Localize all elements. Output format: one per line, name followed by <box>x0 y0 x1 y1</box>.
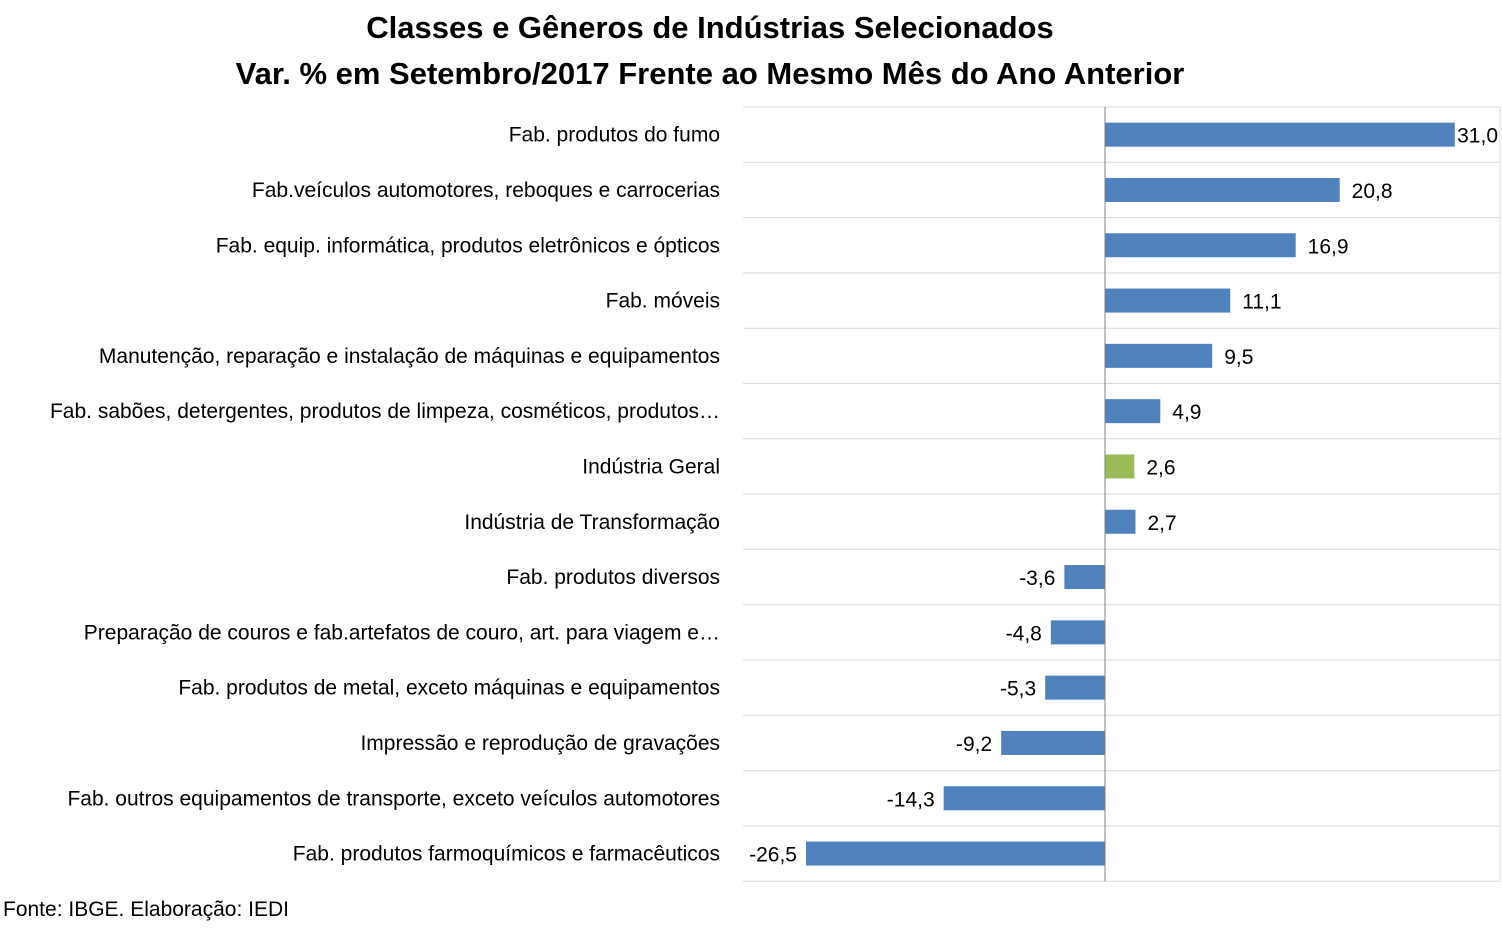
category-label: Fab. produtos do fumo <box>509 124 720 147</box>
source-note: Fonte: IBGE. Elaboração: IEDI <box>3 898 289 921</box>
bar <box>1105 454 1135 479</box>
category-labels: Fab. produtos do fumo Fab.veículos automo… <box>50 124 720 866</box>
bar <box>1064 565 1105 590</box>
value-label: -9,2 <box>956 733 992 756</box>
bar <box>1105 288 1231 313</box>
value-label: 2,7 <box>1147 512 1176 535</box>
chart-gridlines <box>743 106 1501 882</box>
value-label: 16,9 <box>1308 235 1349 258</box>
value-labels: 31,0 20,8 16,9 11,1 9,5 4,9 2,6 2,7 -3,6 -4,8 -5,3… <box>749 125 1498 867</box>
value-label: -3,6 <box>1019 567 1055 590</box>
bar <box>1105 177 1340 202</box>
bar <box>1001 730 1105 755</box>
category-label: Fab.veículos automotores, reboques e car… <box>252 179 720 202</box>
category-label: Fab. produtos farmoquímicos e farmacêuti… <box>293 843 720 866</box>
bar <box>1105 233 1296 258</box>
bar <box>1105 343 1213 368</box>
bar <box>1050 620 1105 645</box>
category-label: Fab. móveis <box>606 290 720 313</box>
value-label: 11,1 <box>1242 291 1281 314</box>
category-label: Fab. produtos de metal, exceto máquinas … <box>178 677 720 700</box>
category-label: Fab. outros equipamentos de transporte, … <box>67 787 720 810</box>
bar <box>806 841 1105 866</box>
value-label: -14,3 <box>887 788 935 811</box>
category-label: Fab. produtos diversos <box>506 566 720 589</box>
bar <box>1105 509 1136 534</box>
category-label: Fab. equip. informática, produtos eletrô… <box>216 234 720 257</box>
value-label: -4,8 <box>1006 622 1042 645</box>
value-label: 2,6 <box>1146 456 1175 479</box>
chart-title: Classes e Gêneros de Indústrias Selecion… <box>236 10 1185 91</box>
value-label: 4,9 <box>1172 401 1201 424</box>
bar <box>943 786 1105 811</box>
category-label: Indústria Geral <box>582 455 720 478</box>
bar <box>1105 122 1455 147</box>
value-label: 31,0 <box>1457 125 1498 148</box>
value-label: 20,8 <box>1352 180 1393 203</box>
category-label: Preparação de couros e fab.artefatos de … <box>84 621 720 644</box>
category-label: Manutenção, reparação e instalação de má… <box>99 345 720 368</box>
value-label: 9,5 <box>1224 346 1253 369</box>
chart-title-line: Var. % em Setembro/2017 Frente ao Mesmo … <box>236 56 1185 91</box>
category-label: Impressão e reprodução de gravações <box>360 732 720 755</box>
chart-bars <box>806 122 1455 866</box>
chart-title-line: Classes e Gêneros de Indústrias Selecion… <box>366 10 1053 45</box>
value-label: -26,5 <box>749 844 797 867</box>
bar <box>1105 399 1161 424</box>
category-label: Fab. sabões, detergentes, produtos de li… <box>50 400 720 423</box>
category-label: Indústria de Transformação <box>464 511 720 534</box>
value-label: -5,3 <box>1000 678 1036 701</box>
bar <box>1045 675 1105 700</box>
